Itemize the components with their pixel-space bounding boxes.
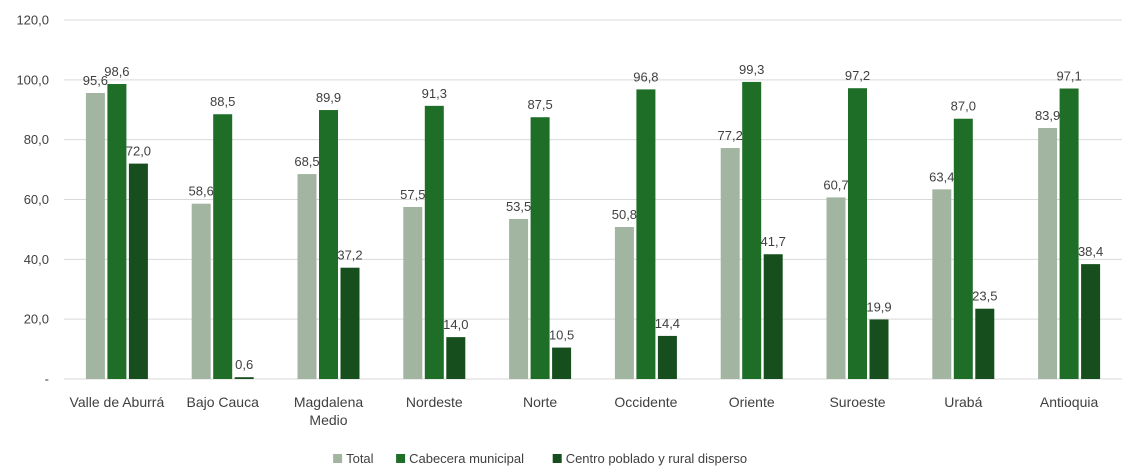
legend-swatch xyxy=(552,454,562,463)
data-label: 38,4 xyxy=(1078,244,1103,259)
bars xyxy=(85,81,1101,380)
bar xyxy=(85,92,105,379)
data-label: 99,3 xyxy=(739,62,764,77)
data-label: 87,0 xyxy=(951,99,976,114)
y-axis-ticks: - 20,0 40,0 60,0 80,0 100,0 120,0 xyxy=(16,13,49,387)
bar xyxy=(319,110,338,379)
bar xyxy=(953,118,973,379)
data-labels: 95,698,6 72,0 58,6 88,5 0,6 68,5 89,9 37,2 57,5 9… xyxy=(83,62,1104,372)
data-label: 23,5 xyxy=(972,289,997,304)
data-label: 50,8 xyxy=(612,207,637,222)
bar xyxy=(128,163,148,379)
data-label: 63,4 xyxy=(929,169,954,184)
bar xyxy=(1081,264,1101,379)
data-label: 41,7 xyxy=(761,234,786,249)
bar xyxy=(509,218,529,379)
bar xyxy=(636,89,656,379)
x-tick-label: Nordeste xyxy=(406,394,463,410)
x-tick-label: Bajo Cauca xyxy=(187,394,260,410)
x-tick-label: Magdalena Medio xyxy=(294,394,363,428)
data-label: 14,0 xyxy=(443,317,468,332)
data-label: 77,2 xyxy=(718,128,743,143)
data-label: 91,3 xyxy=(422,86,447,101)
y-tick-label: - xyxy=(45,372,49,387)
bar xyxy=(763,254,783,379)
bar xyxy=(742,81,762,380)
x-tick-label: Norte xyxy=(523,394,557,410)
data-label: 72,0 xyxy=(126,144,151,159)
legend: Total Cabecera municipal Centro poblado y … xyxy=(333,451,747,466)
data-label: 53,5 xyxy=(506,199,531,214)
bar xyxy=(848,88,867,380)
x-axis-ticks: Valle de Aburrá Bajo Cauca Magdalena Medio N… xyxy=(70,394,1099,428)
y-tick-label: 80,0 xyxy=(24,132,49,147)
legend-swatch xyxy=(396,454,406,463)
x-tick-label: Valle de Aburrá xyxy=(70,394,165,410)
bar xyxy=(340,267,360,379)
bar xyxy=(191,203,211,379)
data-label: 96,8 xyxy=(633,69,658,84)
bar xyxy=(657,335,677,379)
bar xyxy=(1038,127,1058,379)
data-label: 68,5 xyxy=(294,154,319,169)
bar xyxy=(234,377,254,379)
y-tick-label: 120,0 xyxy=(16,13,49,28)
x-tick-label: Oriente xyxy=(729,394,775,410)
data-label: 57,5 xyxy=(400,187,425,202)
legend-label: Cabecera municipal xyxy=(409,451,524,466)
data-label: 89,9 xyxy=(316,90,341,105)
gridlines xyxy=(64,19,1122,380)
bar xyxy=(107,84,127,379)
bar xyxy=(826,197,846,379)
data-label: 97,2 xyxy=(845,68,870,83)
legend-label: Centro poblado y rural disperso xyxy=(566,451,747,466)
bar xyxy=(403,206,423,379)
data-label: 98,6 xyxy=(104,64,129,79)
data-label: 10,5 xyxy=(549,328,574,343)
legend-swatch xyxy=(333,454,343,463)
data-label: 0,6 xyxy=(235,357,253,372)
y-tick-label: 20,0 xyxy=(24,312,49,327)
y-tick-label: 100,0 xyxy=(16,72,49,87)
bar xyxy=(932,189,952,379)
bar xyxy=(1059,88,1079,380)
data-label: 83,9 xyxy=(1035,108,1060,123)
x-tick-label: Antioquia xyxy=(1040,394,1099,410)
data-label: 87,5 xyxy=(527,97,552,112)
bar xyxy=(869,319,889,379)
bar xyxy=(424,105,444,379)
y-tick-label: 60,0 xyxy=(24,192,49,207)
data-label: 19,9 xyxy=(866,299,891,314)
data-label: 95,6 xyxy=(83,73,108,88)
bar xyxy=(446,337,466,379)
data-label: 58,6 xyxy=(189,184,214,199)
data-label: 60,7 xyxy=(823,177,848,192)
bar xyxy=(975,308,995,379)
bar xyxy=(530,117,550,380)
y-tick-label: 40,0 xyxy=(24,252,49,267)
x-tick-label: Occidente xyxy=(614,394,677,410)
bar xyxy=(552,347,572,379)
bar xyxy=(720,148,740,379)
legend-label: Total xyxy=(346,451,374,466)
x-tick-label: Suroeste xyxy=(829,394,885,410)
data-label: 97,1 xyxy=(1056,69,1081,84)
data-label: 37,2 xyxy=(337,248,362,263)
bar xyxy=(614,227,634,379)
bar xyxy=(213,114,233,380)
data-label: 14,4 xyxy=(655,316,680,331)
data-label: 88,5 xyxy=(210,94,235,109)
bar xyxy=(297,174,317,379)
x-tick-label: Urabá xyxy=(944,394,982,410)
